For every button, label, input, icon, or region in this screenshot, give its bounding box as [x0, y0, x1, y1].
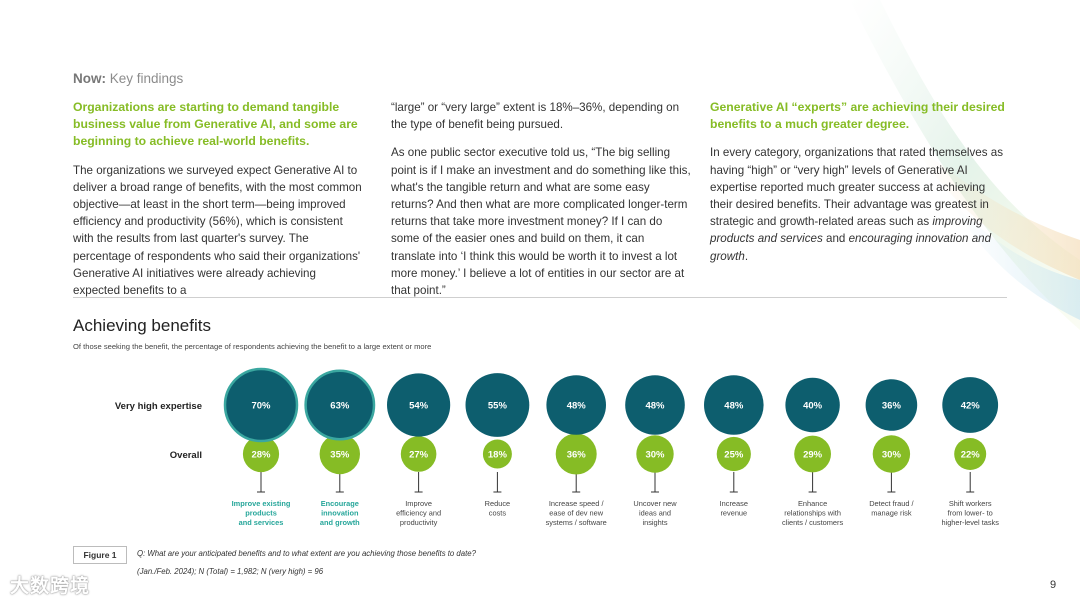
very-high-value-label: 42%: [961, 401, 981, 412]
overall-bubble: [400, 436, 437, 472]
very-high-value-label: 55%: [488, 401, 508, 412]
category-label: and growth: [320, 518, 360, 527]
category-label: insights: [642, 518, 667, 527]
category-label: Increase: [720, 499, 748, 508]
category-label: ease of dev new: [549, 509, 603, 518]
category-label: and services: [239, 518, 284, 527]
section-divider: [73, 297, 1007, 298]
overall-bubble: [794, 435, 831, 473]
very-high-bubble: [465, 373, 530, 437]
overall-bubble: [319, 433, 360, 475]
overall-bubble: [716, 436, 751, 472]
overall-value-label: 30%: [645, 450, 665, 461]
very-high-value-label: 48%: [724, 401, 744, 412]
text-column-3: Generative AI “experts” are achieving th…: [710, 99, 1010, 276]
overall-bubble: [555, 433, 597, 475]
category-label: Improve: [405, 499, 432, 508]
category-label: Uncover new: [633, 499, 677, 508]
very-high-bubble: [625, 375, 685, 435]
category-label: Increase speed /: [549, 499, 605, 508]
category-label: relationships with: [784, 509, 841, 518]
figure-question: Q: What are your anticipated benefits an…: [137, 549, 476, 558]
overall-value-label: 35%: [330, 450, 350, 461]
very-high-bubble: [304, 369, 376, 441]
page-kicker: Now: Key findings: [73, 71, 184, 86]
overall-value-label: 18%: [488, 450, 508, 461]
very-high-bubble: [546, 375, 606, 435]
category-label: Reduce: [485, 499, 510, 508]
category-label: revenue: [720, 509, 747, 518]
overall-bubble: [636, 435, 674, 473]
column-3-body: In every category, organizations that ra…: [710, 146, 1004, 263]
overall-value-label: 27%: [409, 450, 429, 461]
page-number: 9: [1050, 579, 1057, 591]
category-label: costs: [489, 509, 507, 518]
column-1-lead: Organizations are starting to demand tan…: [73, 100, 358, 149]
overall-bubble: [872, 435, 911, 473]
category-label: productivity: [400, 518, 438, 527]
benefits-bubble-chart: Very high expertise Overall 70% 28% Improve …: [115, 367, 999, 527]
chart-title: Achieving benefits: [73, 316, 211, 335]
column-2-body-2: As one public sector executive told us, …: [391, 146, 691, 298]
overall-value-label: 29%: [803, 450, 823, 461]
category-label: products: [245, 509, 277, 518]
very-high-value-label: 63%: [330, 401, 350, 412]
very-high-value-label: 54%: [409, 401, 429, 412]
category-label: Encourage: [321, 499, 359, 508]
very-high-value-label: 48%: [567, 401, 587, 412]
overall-value-label: 22%: [961, 450, 981, 461]
very-high-value-label: 36%: [882, 401, 902, 412]
category-label: efficiency and: [396, 509, 441, 518]
column-2-body-1: “large” or “very large” extent is 18%–36…: [391, 101, 680, 132]
category-label: higher-level tasks: [941, 518, 999, 527]
overall-bubble: [482, 439, 512, 469]
very-high-bubble: [223, 367, 299, 443]
very-high-value-label: 70%: [251, 401, 271, 412]
watermark-logo: 大数跨境: [10, 576, 91, 597]
very-high-value-label: 48%: [645, 401, 665, 412]
figure-label: Figure 1: [73, 546, 127, 564]
category-label: Shift workers: [949, 499, 992, 508]
very-high-value-label: 40%: [803, 401, 823, 412]
overall-bubble: [954, 438, 987, 470]
row-label: Very high expertise: [115, 401, 202, 412]
category-label: innovation: [321, 509, 359, 518]
overall-value-label: 36%: [567, 450, 587, 461]
very-high-bubble: [704, 375, 764, 435]
category-label: Detect fraud /: [869, 499, 914, 508]
category-label: manage risk: [871, 509, 912, 518]
very-high-bubble: [942, 377, 999, 433]
column-3-lead: Generative AI “experts” are achieving th…: [710, 100, 1005, 132]
figure-sample-note: (Jan./Feb. 2024); N (Total) = 1,982; N (…: [137, 567, 324, 576]
very-high-bubble: [387, 373, 451, 437]
very-high-bubble: [865, 379, 918, 431]
text-column-2: “large” or “very large” extent is 18%–36…: [391, 99, 691, 310]
column-1-body: The organizations we surveyed expect Gen…: [73, 163, 362, 298]
text-column-1: Organizations are starting to demand tan…: [73, 99, 365, 310]
overall-value-label: 28%: [251, 450, 271, 461]
category-label: ideas and: [639, 509, 671, 518]
category-label: systems / software: [546, 518, 607, 527]
category-label: Enhance: [798, 499, 827, 508]
chart-subtitle: Of those seeking the benefit, the percen…: [73, 342, 432, 351]
very-high-bubble: [785, 377, 840, 433]
row-label: Overall: [170, 450, 202, 461]
category-label: Improve existing: [232, 499, 291, 508]
overall-bubble: [242, 435, 280, 473]
overall-value-label: 30%: [882, 450, 902, 461]
category-label: from lower- to: [948, 509, 993, 518]
category-label: clients / customers: [782, 518, 844, 527]
overall-value-label: 25%: [724, 450, 744, 461]
